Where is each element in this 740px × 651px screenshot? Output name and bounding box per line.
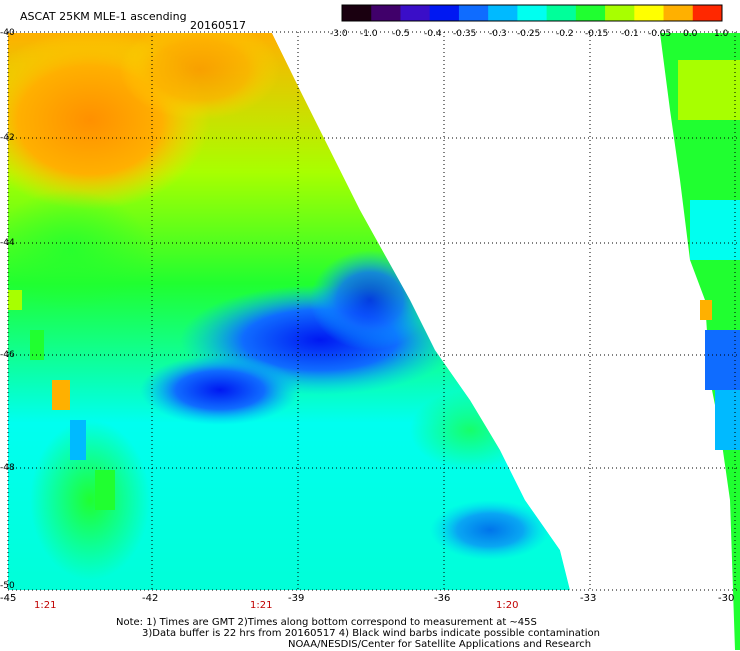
colorbar-swatch xyxy=(371,5,401,21)
colorbar-swatch xyxy=(692,5,723,21)
colorbar-swatch xyxy=(605,5,635,21)
colorbar-swatch xyxy=(634,5,665,21)
note-line-2: 3)Data buffer is 22 hrs from 20160517 4)… xyxy=(142,628,600,639)
colorbar-label: -0.25 xyxy=(517,29,541,39)
colorbar-label: -0.1 xyxy=(621,29,639,39)
colorbar-swatch xyxy=(575,5,606,21)
colorbar-label: -3.0 xyxy=(330,29,348,39)
colorbar-label: -0.35 xyxy=(453,29,477,39)
colorbar xyxy=(341,4,723,22)
right-swath xyxy=(660,33,740,650)
colorbar-label: -0.15 xyxy=(585,29,609,39)
time-label: 1:21 xyxy=(34,600,57,611)
lat-lon-grid xyxy=(7,31,740,591)
colorbar-label: 1.0 xyxy=(714,29,729,39)
colorbar-swatch xyxy=(663,5,694,21)
product-date: 20160517 xyxy=(190,19,246,32)
colorbar-label: -0.5 xyxy=(392,29,410,39)
colorbar-label: -1.0 xyxy=(360,29,378,39)
lat-label: -42 xyxy=(0,133,15,143)
lat-label: -46 xyxy=(0,350,15,360)
lat-label: -44 xyxy=(0,238,15,248)
left-swath xyxy=(8,33,570,590)
colorbar-swatch xyxy=(400,5,431,21)
colorbar-label: 0.0 xyxy=(683,29,698,39)
lat-label: -50 xyxy=(0,581,15,591)
lon-label: -30 xyxy=(718,593,735,604)
colorbar-label: -0.05 xyxy=(648,29,672,39)
colorbar-swatch xyxy=(342,5,372,21)
lat-label: -48 xyxy=(0,463,15,473)
colorbar-label: -0.3 xyxy=(489,29,507,39)
lon-label: -42 xyxy=(142,593,159,604)
time-label: 1:21 xyxy=(250,600,273,611)
colorbar-swatch xyxy=(546,5,577,21)
colorbar-swatch xyxy=(458,5,489,21)
colorbar-swatch xyxy=(429,5,460,21)
colorbar-label: -0.4 xyxy=(424,29,442,39)
product-title: ASCAT 25KM MLE-1 ascending xyxy=(20,10,187,23)
lon-label: -36 xyxy=(434,593,451,604)
colorbar-swatch xyxy=(517,5,548,21)
swath-left-edge xyxy=(8,290,115,510)
note-line-3: NOAA/NESDIS/Center for Satellite Applica… xyxy=(288,639,592,650)
lat-label: -40 xyxy=(0,28,15,38)
colorbar-border xyxy=(341,4,723,22)
lon-label: -45 xyxy=(0,593,17,604)
lon-label: -39 xyxy=(288,593,305,604)
colorbar-swatch xyxy=(488,5,518,21)
lon-label: -33 xyxy=(580,593,597,604)
colorbar-label: -0.2 xyxy=(556,29,574,39)
time-label: 1:20 xyxy=(496,600,519,611)
note-line-1: Note: 1) Times are GMT 2)Times along bot… xyxy=(116,617,537,628)
